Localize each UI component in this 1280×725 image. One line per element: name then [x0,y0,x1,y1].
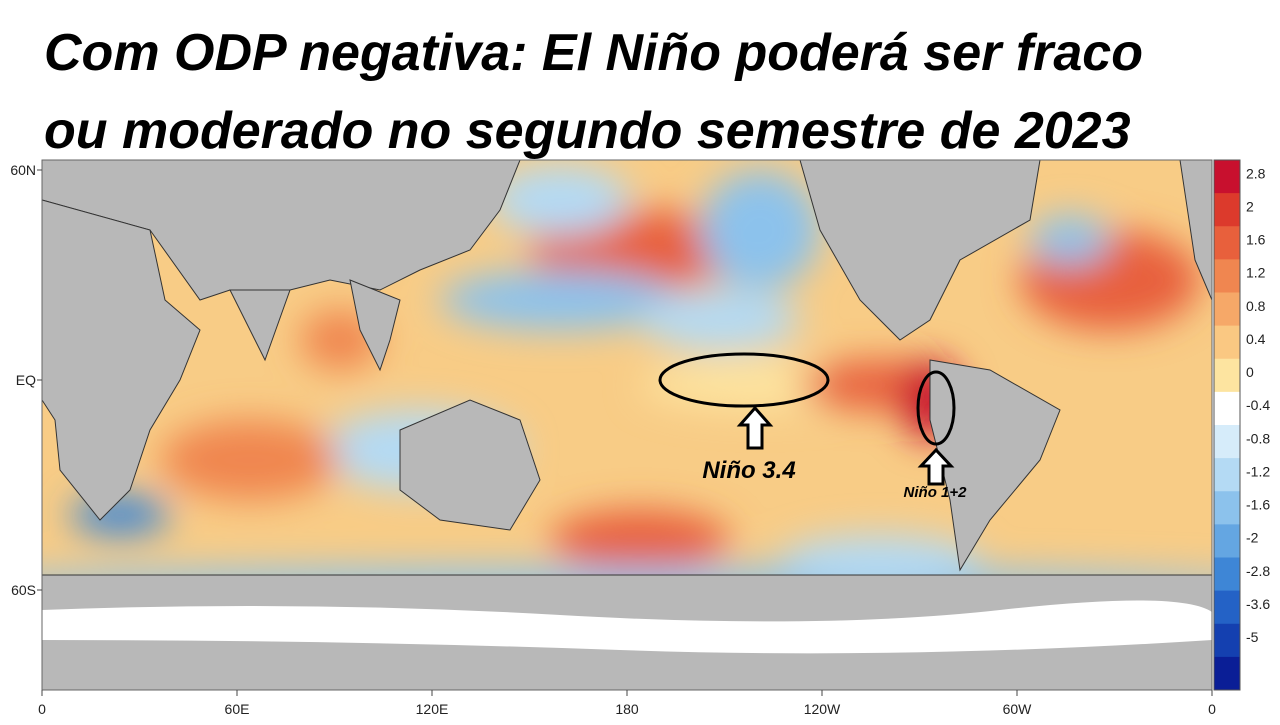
colorbar-swatch [1214,656,1240,691]
colorbar-swatch [1214,193,1240,227]
colorbar-label: -3.6 [1246,596,1270,612]
arrow [917,447,955,486]
colorbar-label: 2 [1246,198,1254,214]
colorbar-label: -5 [1246,629,1259,645]
lon-label: 0 [38,701,46,717]
colorbar-label: -0.4 [1246,397,1270,413]
colorbar-frame [1213,159,1241,691]
title: ou moderado no segundo semestre de 2023 [44,102,1131,160]
annotations [658,352,956,486]
colorbar-swatch [1214,557,1240,592]
title: Com ODP negativa: El Niño poderá ser fra… [44,24,1143,82]
nino12-box [916,370,956,446]
colorbar-label: -0.8 [1246,430,1270,446]
lat-label: EQ [16,372,36,388]
colorbar-swatch [1214,292,1240,327]
lat-label: 60N [10,162,36,178]
lon-label: 120E [416,701,449,717]
antarctica [42,600,1212,654]
arrow [736,405,774,450]
colorbar-label: 0.8 [1246,298,1266,314]
colorbar-label: 0 [1246,364,1254,380]
colorbar-swatch [1214,491,1240,525]
colorbar-swatch [1214,226,1240,260]
colorbar-swatch [1214,391,1240,426]
lon-label: 60E [225,701,250,717]
colorbar-swatch [1214,259,1240,293]
lat-label: 60S [11,582,36,598]
colorbar-label: -2 [1246,530,1259,546]
colorbar-swatch [1214,524,1240,558]
colorbar-swatch [1214,458,1240,492]
colorbar-label: 2.8 [1246,165,1266,181]
colorbar-label: -1.6 [1246,497,1270,513]
lon-label: 180 [615,701,639,717]
nino34-box [658,352,830,408]
colorbar-label: 0.4 [1246,331,1266,347]
colorbar-label: -2.8 [1246,563,1270,579]
colorbar-swatch [1214,325,1240,360]
annotation-label: Niño 1+2 [904,484,968,501]
colorbar-swatch [1214,623,1240,658]
colorbar-swatch [1214,160,1240,194]
annotation-label: Niño 3.4 [702,457,795,484]
sst-map [42,160,1212,690]
colorbar-swatch [1214,358,1240,393]
colorbar-label: 1.2 [1246,265,1266,281]
lon-label: 0 [1208,701,1216,717]
colorbar-swatch [1214,590,1240,625]
lon-label: 60W [1003,701,1033,717]
colorbar-swatch [1214,425,1240,459]
colorbar-label: 1.6 [1246,232,1266,248]
colorbar-label: -1.2 [1246,463,1270,479]
lon-label: 120W [804,701,841,717]
